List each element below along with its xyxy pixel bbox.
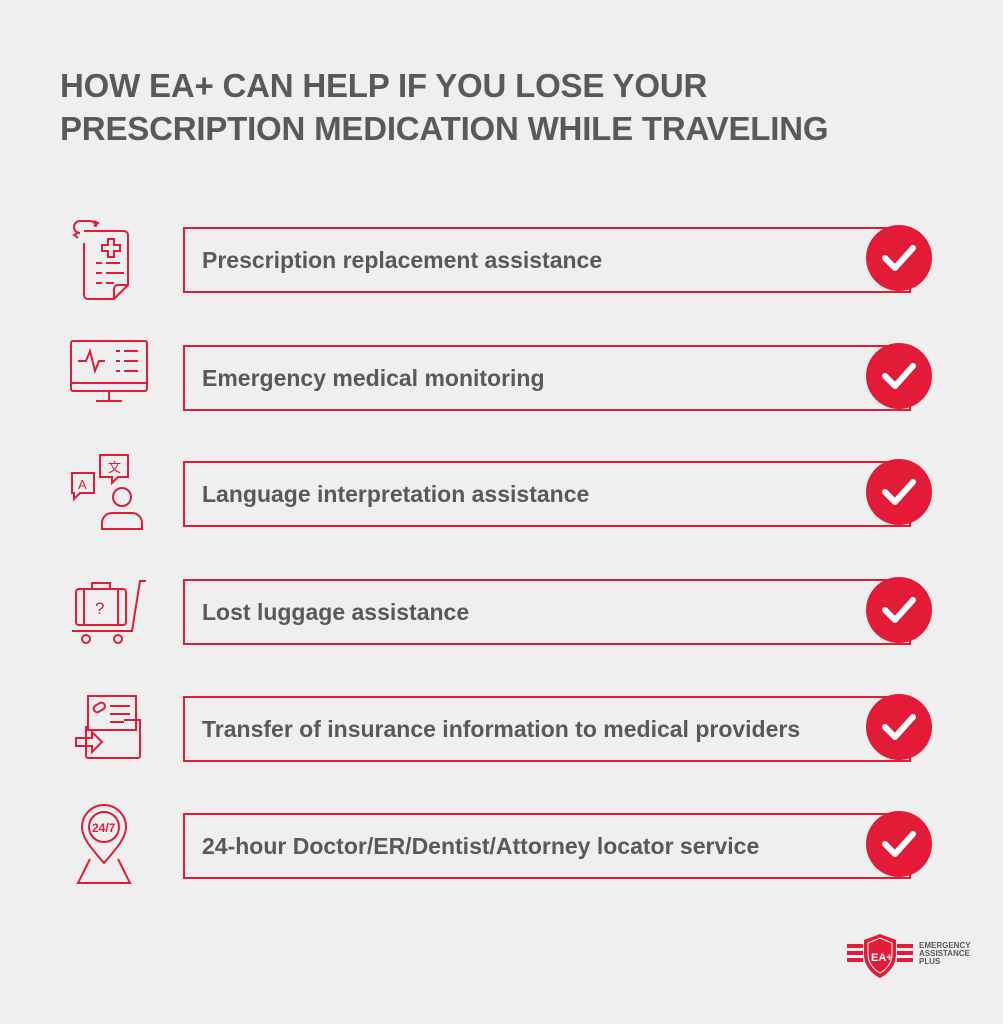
item-label: 24-hour Doctor/ER/Dentist/Attorney locat…: [202, 833, 760, 859]
service-item: 24/7 24-hour Doctor/ER/Dentist/Attorney …: [66, 804, 946, 884]
item-box: Language interpretation assistance: [183, 461, 911, 527]
item-box: 24-hour Doctor/ER/Dentist/Attorney locat…: [183, 813, 911, 879]
item-box: Emergency medical monitoring: [183, 345, 911, 411]
item-label: Language interpretation assistance: [202, 481, 590, 507]
service-item: ? Lost luggage assistance: [66, 577, 946, 645]
item-label: Prescription replacement assistance: [202, 247, 603, 273]
check-icon: [866, 577, 932, 643]
prescription-refill-icon: [72, 220, 129, 300]
item-label: Transfer of insurance information to med…: [202, 716, 801, 742]
shield-logo-icon: EA+: [847, 934, 913, 978]
logo-line: EMERGENCY: [919, 941, 971, 950]
service-item: Transfer of insurance information to med…: [66, 694, 946, 762]
brand-logo: EA+ EMERGENCY ASSISTANCE PLUS: [845, 932, 975, 980]
page-title: HOW EA+ CAN HELP IF YOU LOSE YOUR PRESCR…: [60, 67, 829, 147]
item-box: Prescription replacement assistance: [183, 227, 911, 293]
svg-text:文: 文: [108, 460, 121, 475]
item-box: Lost luggage assistance: [183, 579, 911, 645]
check-icon: [866, 694, 932, 760]
logo-line: ASSISTANCE: [919, 949, 970, 958]
check-icon: [866, 811, 932, 877]
medical-monitor-icon: [70, 340, 148, 402]
service-item: A 文 Language interpretation assistance: [66, 454, 946, 530]
logo-line: PLUS: [919, 957, 941, 966]
item-label: Emergency medical monitoring: [202, 365, 545, 391]
logo-text: EMERGENCY ASSISTANCE PLUS: [919, 942, 971, 966]
luggage-cart-icon: ?: [72, 580, 146, 644]
service-item: Prescription replacement assistance: [66, 220, 946, 300]
check-icon: [866, 343, 932, 409]
svg-text:?: ?: [95, 599, 104, 618]
check-icon: [866, 459, 932, 525]
svg-text:EA+: EA+: [871, 952, 893, 964]
document-transfer-icon: [75, 695, 141, 759]
svg-text:A: A: [78, 477, 87, 492]
location-24-7-icon: 24/7: [76, 804, 132, 884]
item-box: Transfer of insurance information to med…: [183, 696, 911, 762]
item-label: Lost luggage assistance: [202, 599, 470, 625]
svg-text:24/7: 24/7: [92, 821, 116, 835]
check-icon: [866, 225, 932, 291]
interpreter-icon: A 文: [71, 454, 143, 530]
service-item: Emergency medical monitoring: [66, 340, 946, 411]
